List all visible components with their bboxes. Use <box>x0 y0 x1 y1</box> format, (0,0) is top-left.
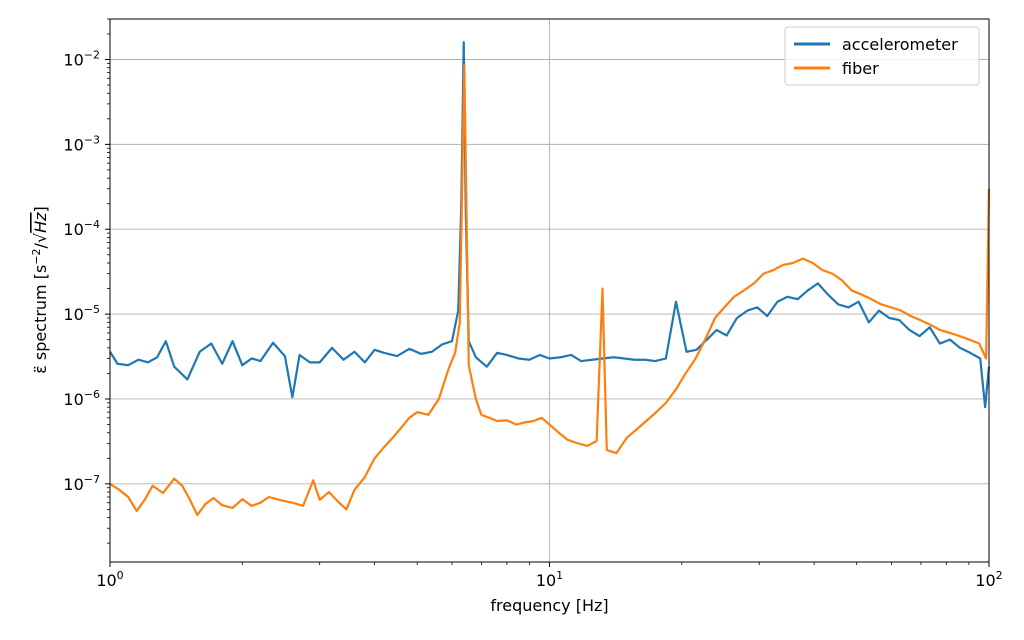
y-tick-label: 10−3 <box>63 133 100 154</box>
y-axis-title: ε̈ spectrum [s−2/√Hz] <box>30 206 50 374</box>
x-tick-label: 102 <box>975 569 1002 590</box>
x-tick-label-exponent: 0 <box>117 569 124 582</box>
y-axis-title-prefix: ε̈ spectrum [s <box>31 265 50 374</box>
series-line-fiber <box>109 64 991 517</box>
y-tick-label: 10−7 <box>63 473 100 494</box>
y-tick-label-base: 10 <box>63 305 83 324</box>
y-tick-label-exponent: −6 <box>84 388 100 401</box>
y-tick-label-base: 10 <box>63 135 83 154</box>
x-tick-label-base: 10 <box>975 571 995 590</box>
y-axis-title-exponent: −2 <box>30 248 43 264</box>
y-axis-title-unit: Hz <box>31 212 50 233</box>
y-tick-label-base: 10 <box>63 50 83 69</box>
x-axis-title: frequency [Hz] <box>490 596 608 615</box>
x-tick-label-exponent: 2 <box>996 569 1003 582</box>
x-tick-label-base: 10 <box>536 571 556 590</box>
y-tick-label: 10−2 <box>63 48 100 69</box>
y-tick-label-exponent: −4 <box>84 218 100 231</box>
y-tick-label-exponent: −2 <box>84 48 100 61</box>
legend: accelerometer fiber <box>784 26 980 86</box>
series-layer <box>109 41 991 517</box>
x-tick-label-exponent: 1 <box>556 569 563 582</box>
x-tick-label: 101 <box>536 569 563 590</box>
x-tick-label: 100 <box>96 569 123 590</box>
y-tick-label-base: 10 <box>63 475 83 494</box>
y-tick-label: 10−5 <box>63 303 100 324</box>
y-tick-label-exponent: −5 <box>84 303 100 316</box>
legend-label-fiber: fiber <box>842 59 879 78</box>
y-tick-label: 10−6 <box>63 388 100 409</box>
y-axis-title-close: ] <box>31 206 50 212</box>
y-tick-label: 10−4 <box>63 218 100 239</box>
legend-box <box>784 26 980 86</box>
series-line-accelerometer <box>109 41 991 409</box>
y-tick-label-exponent: −7 <box>84 473 100 486</box>
y-tick-label-base: 10 <box>63 220 83 239</box>
y-tick-label-base: 10 <box>63 390 83 409</box>
y-tick-label-exponent: −3 <box>84 133 100 146</box>
x-tick-label-base: 10 <box>96 571 116 590</box>
legend-label-accelerometer: accelerometer <box>842 35 958 54</box>
y-axis-title-sqrt: /√ <box>31 232 50 248</box>
